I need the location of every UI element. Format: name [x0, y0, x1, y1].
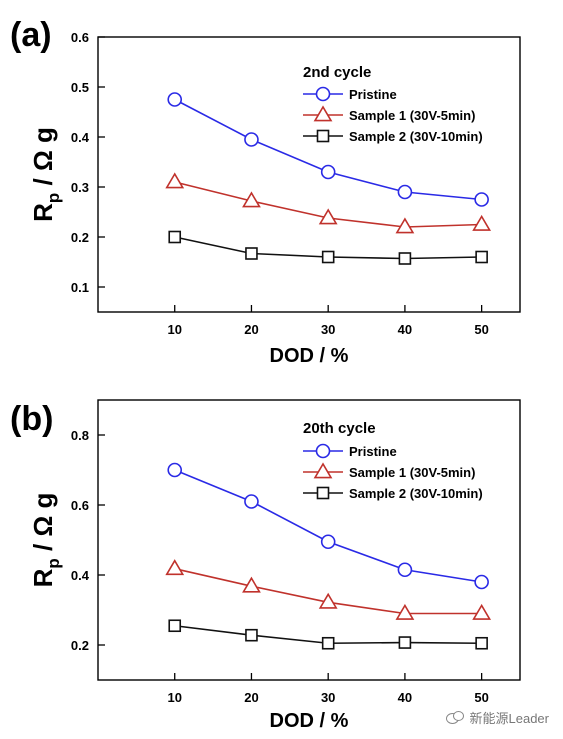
y-axis-title-sub: p: [44, 558, 63, 568]
legend-marker: [315, 86, 331, 102]
legend-marker: [315, 443, 331, 459]
legend: 20th cycle Pristine Sample 1 (30V-5min) Sam…: [303, 420, 483, 501]
data-point: [395, 603, 415, 620]
data-point: [395, 217, 415, 234]
data-point: [244, 132, 259, 147]
data-point: [475, 250, 488, 264]
data-point: [472, 214, 492, 231]
x-tick-label: 50: [474, 322, 488, 337]
y-axis-title-sub: p: [44, 193, 63, 203]
plot-frame: [97, 36, 521, 313]
legend-entry: Sample 1 (30V-5min): [349, 465, 475, 480]
legend-marker: [313, 105, 333, 122]
x-tick-label: 10: [167, 690, 181, 705]
data-point: [398, 252, 412, 265]
y-tick-label: 0.3: [71, 180, 89, 195]
wechat-icon: [445, 710, 464, 725]
legend-marker: [316, 129, 330, 143]
y-tick-label: 0.6: [71, 498, 89, 513]
data-point: [321, 250, 335, 264]
panel-label: (b): [10, 400, 53, 438]
y-tick-label: 0.4: [71, 568, 90, 583]
legend-entry: Pristine: [349, 444, 397, 459]
y-tick-label: 0.5: [71, 80, 89, 95]
panel-label: (a): [10, 16, 52, 54]
data-point: [242, 191, 261, 208]
x-tick-label: 30: [321, 322, 335, 337]
y-axis-title: Rp / Ω g: [28, 127, 63, 222]
y-axis-title-main: R: [28, 568, 58, 587]
y-axis-title-units: / Ω g: [28, 493, 58, 559]
y-tick-label: 0.2: [71, 638, 89, 653]
y-tick-label: 0.4: [71, 130, 90, 145]
x-tick-label: 20: [244, 690, 258, 705]
legend-entry: Pristine: [349, 87, 397, 102]
data-point: [165, 559, 185, 576]
legend: 2nd cycle Pristine Sample 1 (30V-5min) Samp…: [303, 64, 483, 144]
legend-entry: Sample 2 (30V-10min): [349, 486, 483, 501]
series-sample-2: [168, 619, 488, 650]
data-point: [168, 230, 182, 244]
x-axis-title: DOD / %: [270, 710, 349, 732]
data-point: [168, 619, 182, 633]
data-point: [320, 164, 336, 180]
series-sample-2: [168, 230, 488, 265]
x-tick-label: 30: [321, 690, 335, 705]
y-tick-label: 0.6: [71, 30, 89, 45]
data-point: [472, 603, 492, 620]
data-point: [165, 172, 185, 189]
y-tick-label: 0.2: [71, 230, 89, 245]
series-pristine: [167, 462, 489, 590]
y-axis-title-main: R: [28, 203, 58, 222]
legend-title: 20th cycle: [303, 420, 376, 437]
series-sample-1: [165, 172, 492, 234]
data-point: [244, 494, 259, 509]
data-point: [321, 636, 335, 650]
legend-marker: [316, 486, 330, 500]
data-point: [397, 562, 413, 578]
series-pristine: [167, 92, 489, 207]
data-point: [245, 628, 258, 642]
y-tick-label: 0.8: [71, 428, 89, 443]
data-point: [474, 574, 489, 590]
y-axis-title: Rp / Ω g: [28, 493, 63, 588]
y-axis-title-units: / Ω g: [28, 127, 58, 193]
x-tick-label: 50: [474, 690, 488, 705]
x-axis-title: DOD / %: [270, 345, 349, 367]
data-point: [318, 208, 338, 225]
chart-panel-a: (a) 0.1 0.2 0.3 0.4 0.5 0.6 10 20 30 40 50 DOD / % Rp…: [10, 16, 521, 367]
legend-title: 2nd cycle: [303, 64, 371, 81]
data-point: [320, 534, 336, 550]
watermark: 新能源Leader: [445, 708, 549, 727]
legend-entry: Sample 1 (30V-5min): [349, 108, 475, 123]
data-point: [242, 576, 261, 593]
x-tick-label: 40: [398, 690, 412, 705]
chart-panel-b: (b) 0.2 0.4 0.6 0.8 10 20 30 40 50 DOD / % Rp / Ω g…: [10, 399, 521, 732]
x-tick-label: 10: [167, 322, 181, 337]
legend-marker: [313, 462, 333, 479]
plot-frame: [97, 399, 521, 681]
data-point: [318, 592, 338, 609]
y-tick-label: 0.1: [71, 280, 89, 295]
data-point: [245, 247, 258, 260]
data-point: [167, 92, 183, 107]
data-point: [398, 636, 412, 649]
watermark-text: 新能源Leader: [469, 711, 549, 726]
series-sample-1: [165, 559, 492, 620]
x-tick-label: 40: [398, 322, 412, 337]
legend-entry: Sample 2 (30V-10min): [349, 129, 483, 144]
data-point: [474, 192, 489, 207]
data-point: [475, 636, 488, 650]
x-tick-label: 20: [244, 322, 258, 337]
data-point: [397, 184, 413, 200]
data-point: [167, 462, 183, 478]
